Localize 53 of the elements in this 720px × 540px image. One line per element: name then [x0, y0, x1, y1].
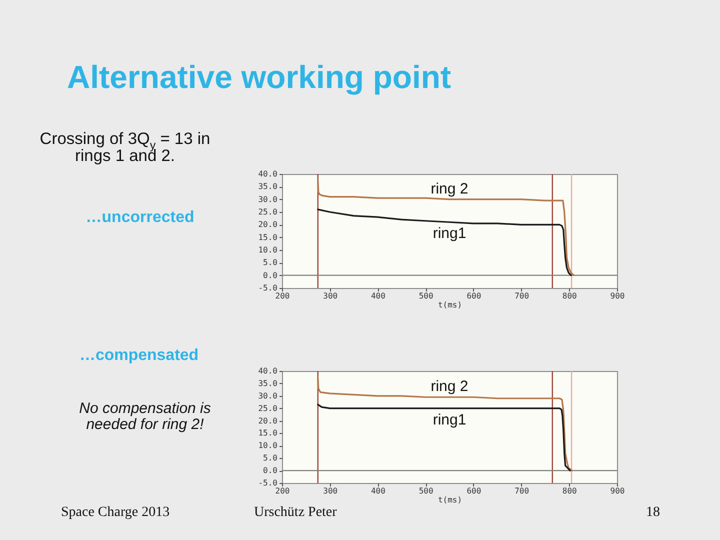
line-series — [317, 208, 572, 276]
y-tick-label: 5.0 — [263, 454, 278, 463]
y-tick-label: 0.0 — [263, 466, 278, 476]
line-series — [317, 404, 571, 472]
y-tick-label: 15.0 — [258, 232, 278, 242]
y-tick-label: 10.0 — [258, 441, 278, 450]
x-tick-label: 500 — [418, 486, 434, 496]
x-tick-label: 200 — [275, 292, 290, 300]
text: …compensated — [79, 347, 199, 364]
y-tick-label: 20.0 — [258, 220, 278, 230]
y-tick-label: 30.0 — [258, 194, 278, 204]
x-tick-label: 800 — [562, 292, 578, 300]
text: 18 — [646, 505, 660, 520]
x-tick-label: 600 — [466, 292, 482, 300]
text: Alternative working point — [67, 59, 452, 95]
x-tick-label: 900 — [610, 292, 625, 300]
series-label: ring1 — [432, 225, 466, 242]
x-tick-label: 600 — [466, 486, 482, 496]
y-tick-label: 35.0 — [258, 378, 278, 388]
y-tick-label: -5.0 — [258, 284, 278, 292]
text: …uncorrected — [86, 209, 194, 226]
x-tick-label: 400 — [370, 292, 386, 300]
x-axis-title: t(ms) — [438, 496, 462, 504]
line-series — [317, 376, 573, 472]
y-tick-label: 0.0 — [263, 270, 278, 280]
y-tick-label: 35.0 — [258, 182, 278, 192]
x-tick-label: 900 — [610, 486, 625, 496]
line-series — [317, 180, 575, 276]
y-tick-label: 10.0 — [258, 246, 278, 254]
x-tick-label: 300 — [323, 292, 338, 300]
x-axis-title: t(ms) — [438, 300, 462, 310]
series-label: ring1 — [432, 411, 466, 428]
series-label: ring 2 — [430, 378, 468, 396]
y-tick-label: 15.0 — [258, 428, 278, 438]
text: Urschütz Peter — [254, 505, 338, 520]
y-tick-label: 30.0 — [258, 391, 278, 400]
y-tick-label: 5.0 — [263, 258, 278, 268]
x-tick-label: 700 — [514, 292, 530, 300]
y-tick-label: -5.0 — [258, 478, 278, 488]
y-tick-label: 20.0 — [258, 416, 278, 426]
y-tick-label: 40.0 — [258, 366, 278, 376]
text: No compensation is needed for ring 2! — [79, 400, 212, 433]
y-tick-label: 25.0 — [258, 404, 278, 413]
x-tick-label: 200 — [275, 486, 290, 496]
x-tick-label: 300 — [323, 486, 338, 496]
x-tick-label: 400 — [370, 486, 386, 496]
x-tick-label: 500 — [418, 292, 434, 300]
text: Space Charge 2013 — [61, 505, 170, 520]
x-tick-label: 700 — [514, 486, 530, 496]
y-tick-label: 25.0 — [258, 208, 278, 216]
series-label: ring 2 — [430, 180, 468, 198]
x-tick-label: 800 — [562, 486, 578, 496]
y-tick-label: 40.0 — [258, 170, 278, 178]
